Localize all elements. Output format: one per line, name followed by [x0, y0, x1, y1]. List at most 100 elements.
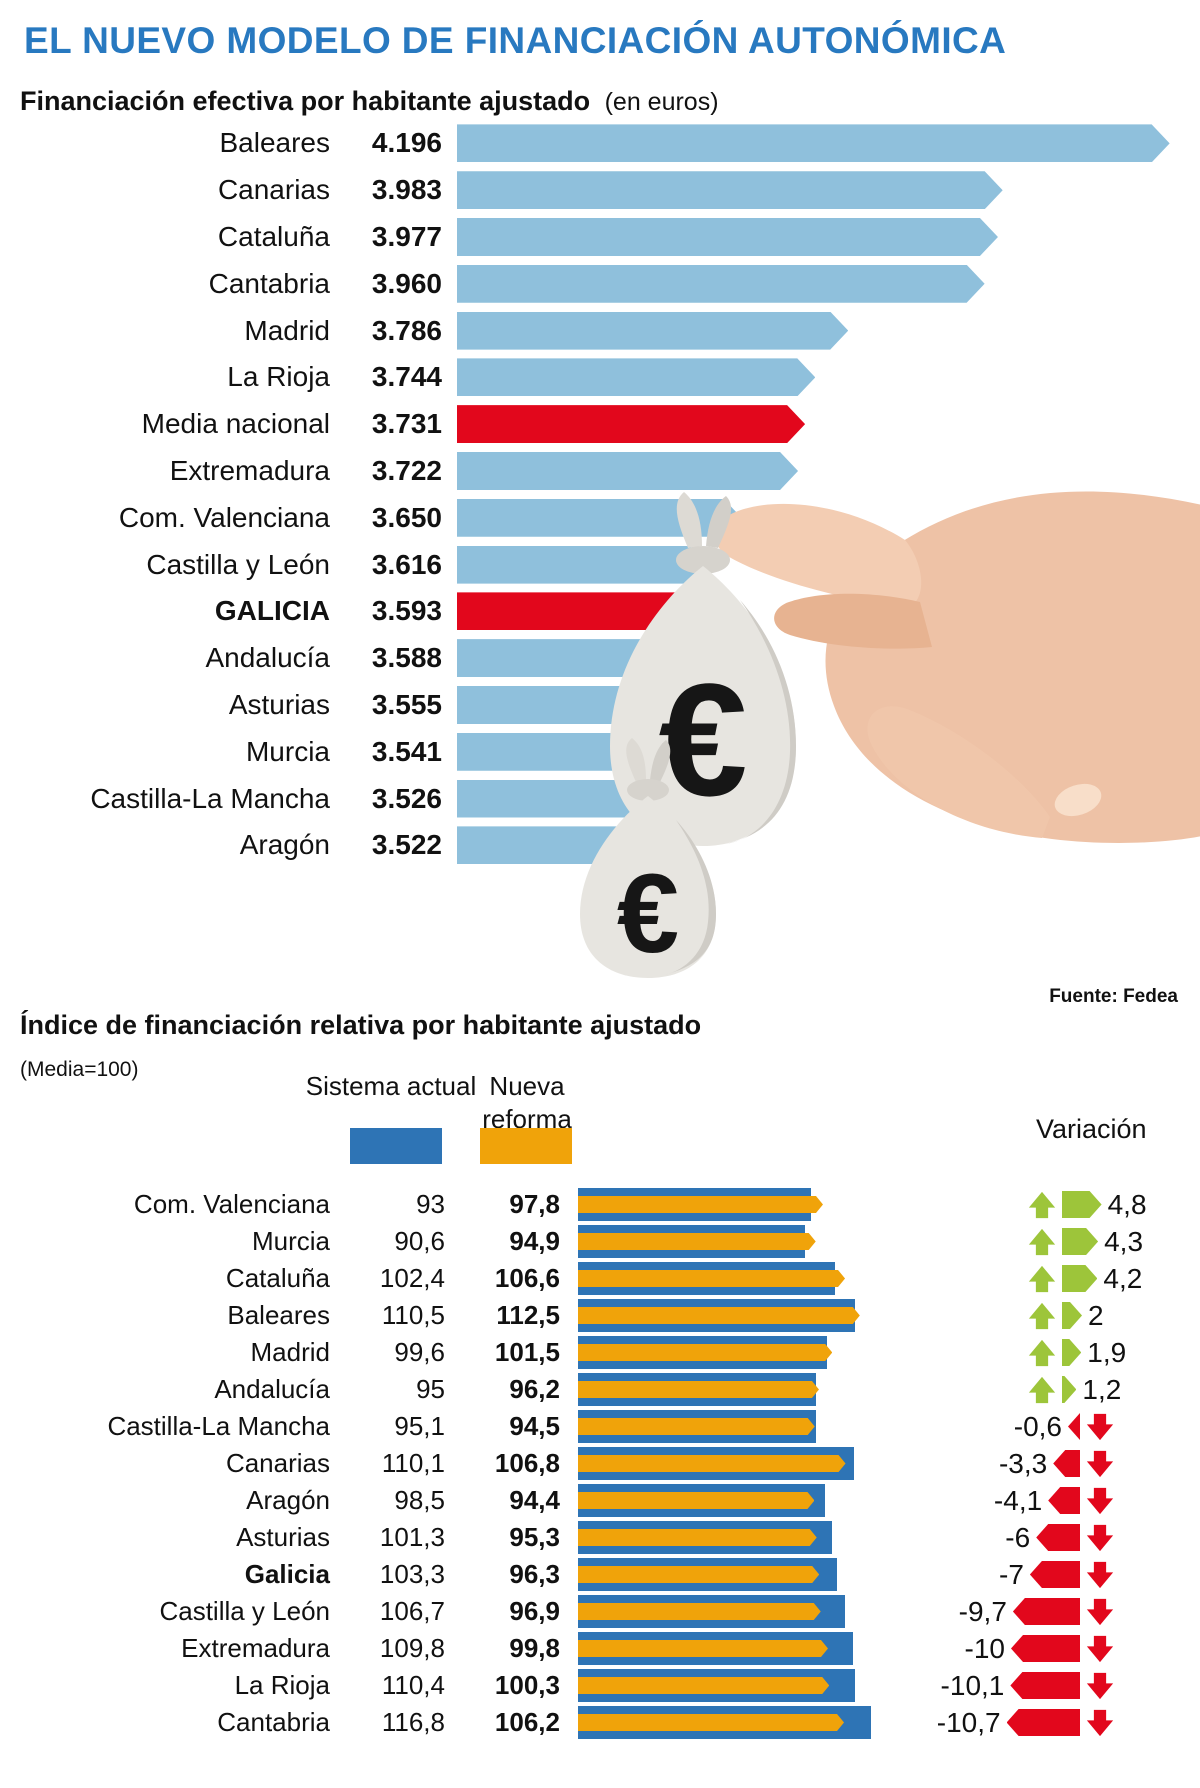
nueva-reforma-bar: [578, 1566, 819, 1583]
bar-track: [457, 592, 1200, 630]
region-label: Cantabria: [208, 267, 330, 299]
down-arrow-icon: [1086, 1487, 1114, 1514]
legend-swatch-nueva-reforma: [480, 1128, 572, 1164]
region-label: Cantabria: [217, 1707, 330, 1737]
value-label: 3.786: [371, 314, 442, 346]
nueva-reforma-bar: [578, 1270, 845, 1287]
region-label: Media nacional: [141, 408, 330, 440]
value-label: 3.977: [371, 220, 442, 252]
chart-row: Media nacional 3.731: [0, 401, 1200, 448]
chart2-rows: Com. Valenciana 93 97,8 4,8 Murcia 90,6 94,9 4,…: [0, 1186, 1200, 1741]
variation-value: 4,2: [1103, 1262, 1143, 1294]
region-label: Madrid: [250, 1337, 330, 1367]
down-arrow-icon: [1086, 1598, 1114, 1625]
region-label: Galicia: [244, 1559, 330, 1589]
bar-track: [457, 452, 1200, 490]
table-row: Cantabria 116,8 106,2 -10,7: [0, 1704, 1200, 1741]
sistema-actual-value: 101,3: [379, 1522, 445, 1552]
table-row: Com. Valenciana 93 97,8 4,8: [0, 1186, 1200, 1223]
variation-indicator: -10,1: [941, 1670, 1114, 1702]
region-label: La Rioja: [227, 361, 330, 393]
sistema-actual-value: 95,1: [394, 1411, 445, 1441]
bar-track: [560, 1334, 1200, 1371]
region-label: GALICIA: [214, 595, 330, 627]
region-label: Aragón: [239, 829, 330, 861]
region-label: Murcia: [245, 735, 330, 767]
variation-indicator: -0,6: [1014, 1411, 1114, 1443]
region-label: Andalucía: [205, 642, 330, 674]
variation-bar: [1048, 1487, 1080, 1514]
chart-row: Castilla y León 3.616: [0, 541, 1200, 588]
variation-indicator: -10: [965, 1633, 1114, 1665]
nueva-reforma-value: 97,8: [509, 1189, 560, 1219]
variation-bar: [1062, 1339, 1081, 1366]
up-arrow-icon: [1028, 1265, 1056, 1292]
sistema-actual-value: 106,7: [379, 1596, 445, 1626]
variation-value: 2: [1088, 1299, 1104, 1331]
nueva-reforma-bar: [578, 1455, 846, 1472]
value-label: 3.588: [371, 642, 442, 674]
variation-bar: [1062, 1191, 1102, 1218]
down-arrow-icon: [1086, 1524, 1114, 1551]
down-arrow-icon: [1086, 1561, 1114, 1588]
nueva-reforma-bar: [578, 1418, 815, 1435]
nueva-reforma-value: 100,3: [494, 1670, 560, 1700]
down-arrow-icon: [1086, 1672, 1114, 1699]
variation-column-label: Variación: [1036, 1114, 1147, 1144]
chart-row: Cantabria 3.960: [0, 260, 1200, 307]
sistema-actual-value: 99,6: [394, 1337, 445, 1367]
chart-row: Aragón 3.522: [0, 822, 1200, 869]
variation-bar: [1011, 1635, 1080, 1662]
sistema-actual-value: 98,5: [394, 1485, 445, 1515]
value-bar: [457, 218, 998, 256]
variation-indicator: -6: [1005, 1522, 1114, 1554]
variation-indicator: 4,2: [1028, 1263, 1142, 1295]
nueva-reforma-value: 101,5: [494, 1337, 560, 1367]
bar-track: [457, 686, 1200, 724]
value-label: 3.541: [371, 735, 442, 767]
variation-bar: [1062, 1376, 1076, 1403]
bar-track: [560, 1556, 1200, 1593]
bar-track: [560, 1371, 1200, 1408]
nueva-reforma-value: 94,5: [509, 1411, 560, 1441]
variation-bar: [1006, 1709, 1080, 1736]
value-bar: [457, 592, 697, 630]
variation-value: -0,6: [1013, 1410, 1062, 1442]
nueva-reforma-bar: [578, 1307, 860, 1324]
table-row: Galicia 103,3 96,3 -7: [0, 1556, 1200, 1593]
variation-indicator: 1,9: [1028, 1337, 1126, 1369]
value-bar: [457, 358, 815, 396]
bar-track: [457, 171, 1200, 209]
chart1-title: Financiación efectiva por habitante ajus…: [20, 86, 719, 117]
sistema-actual-value: 102,4: [379, 1263, 445, 1293]
region-label: Castilla-La Mancha: [107, 1411, 330, 1441]
bar-track: [560, 1482, 1200, 1519]
table-row: Aragón 98,5 94,4 -4,1: [0, 1482, 1200, 1519]
region-label: Aragón: [246, 1485, 330, 1515]
bar-track: [560, 1667, 1200, 1704]
value-label: 3.983: [371, 174, 442, 206]
sistema-actual-value: 110,4: [381, 1670, 445, 1700]
bar-track: [457, 826, 1200, 864]
up-arrow-icon: [1028, 1376, 1056, 1403]
value-bar: [457, 733, 656, 771]
sistema-actual-value: 110,5: [381, 1300, 445, 1330]
bar-track: [457, 218, 1200, 256]
region-label: La Rioja: [234, 1670, 330, 1700]
sistema-actual-value: 90,6: [394, 1226, 445, 1256]
nueva-reforma-bar: [578, 1677, 829, 1694]
chart-row: La Rioja 3.744: [0, 354, 1200, 401]
down-arrow-icon: [1086, 1635, 1114, 1662]
variation-bar: [1062, 1228, 1098, 1255]
value-bar: [457, 265, 985, 303]
table-row: Castilla y León 106,7 96,9 -9,7: [0, 1593, 1200, 1630]
value-bar: [457, 499, 742, 537]
chart-row: Com. Valenciana 3.650: [0, 494, 1200, 541]
up-arrow-icon: [1028, 1228, 1056, 1255]
bar-track: [560, 1260, 1200, 1297]
chart1-unit-note: (en euros): [604, 88, 719, 116]
chart-row: GALICIA 3.593: [0, 588, 1200, 635]
table-row: Asturias 101,3 95,3 -6: [0, 1519, 1200, 1556]
sistema-actual-value: 93: [416, 1189, 445, 1219]
value-label: 3.593: [371, 595, 442, 627]
